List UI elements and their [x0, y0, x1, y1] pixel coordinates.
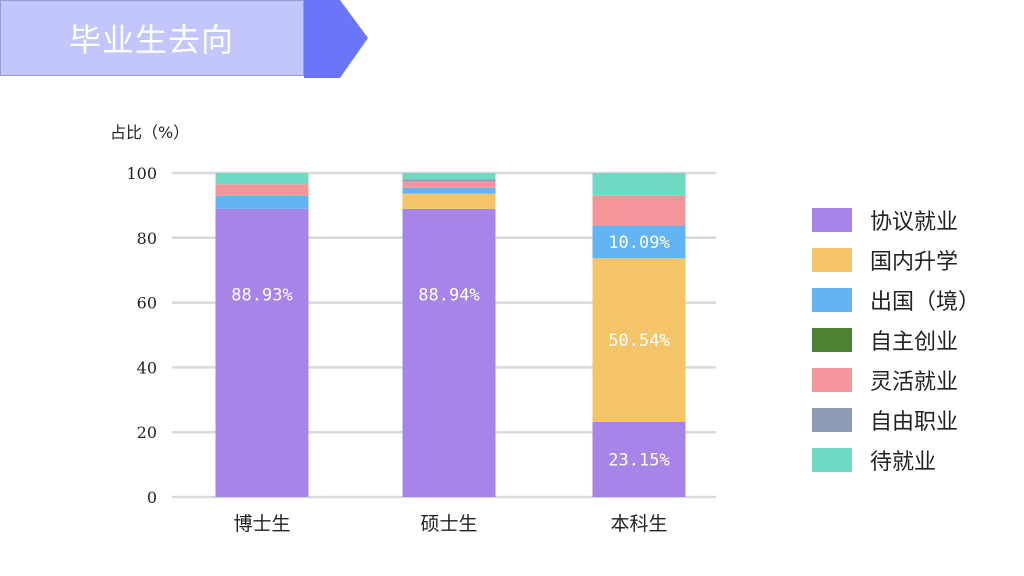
legend-swatch [812, 328, 852, 352]
title-arrow-tab [304, 0, 368, 78]
x-category-label: 硕士生 [420, 513, 477, 535]
legend-label: 协议就业 [870, 210, 959, 235]
data-label: 88.93% [231, 286, 292, 306]
legend-swatch [812, 368, 852, 392]
y-tick-label: 60 [137, 294, 157, 313]
y-axis-ticks: 0 20 40 60 80 100 [126, 164, 157, 507]
y-tick-label: 0 [147, 488, 157, 507]
x-category-label: 本科生 [610, 513, 667, 535]
legend-label: 自主创业 [870, 330, 959, 355]
bar-segment [592, 225, 686, 259]
legend-swatch [812, 408, 852, 432]
stacked-bar-chart: 0 20 40 60 80 100 占比（%） 88.93% 88.94% 23.15% 50.… [110, 123, 716, 535]
bar-segment [592, 258, 686, 422]
bar-segment [215, 208, 309, 497]
legend: 协议就业国内升学出国（境） 自主创业灵活就业自由职业待就业 [812, 200, 980, 480]
bar-segment [215, 184, 309, 196]
legend-item: 灵活就业 [812, 360, 980, 400]
legend-label: 灵活就业 [870, 370, 959, 395]
y-tick-label: 100 [126, 164, 157, 183]
bar-segment [402, 208, 496, 497]
y-tick-label: 80 [137, 229, 157, 248]
legend-item: 自主创业 [812, 320, 980, 360]
title-banner: 毕业生去向 [0, 0, 304, 76]
y-tick-label: 40 [137, 358, 157, 377]
legend-item: 出国（境） [812, 280, 980, 320]
bar-segment [402, 173, 496, 180]
data-label: 88.94% [418, 286, 479, 306]
bar-segment [592, 173, 686, 196]
bar-segment [592, 195, 686, 226]
bars [215, 173, 686, 497]
x-axis-categories: 博士生 硕士生 本科生 [233, 513, 667, 535]
data-label: 23.15% [608, 450, 669, 470]
legend-item: 待就业 [812, 440, 980, 480]
bar-segment [402, 181, 496, 188]
bar-segment [402, 179, 496, 182]
legend-label: 国内升学 [870, 250, 959, 275]
data-labels: 88.93% 88.94% 23.15% 50.54% 10.09% [231, 233, 669, 471]
x-category-label: 博士生 [233, 513, 290, 535]
data-label: 50.54% [608, 331, 669, 351]
legend-item: 协议就业 [812, 200, 980, 240]
legend-swatch [812, 208, 852, 232]
y-axis-label: 占比（%） [110, 123, 189, 142]
legend-label: 出国（境） [870, 290, 981, 315]
legend-swatch [812, 248, 852, 272]
legend-label: 待就业 [870, 450, 937, 475]
bar-segment [592, 421, 686, 497]
bar-segment [402, 193, 496, 209]
legend-swatch [812, 448, 852, 472]
legend-item: 自由职业 [812, 400, 980, 440]
bar-segment [215, 195, 309, 209]
legend-label: 自由职业 [870, 410, 959, 435]
page-title: 毕业生去向 [69, 21, 235, 59]
y-tick-label: 20 [137, 423, 157, 442]
legend-swatch [812, 288, 852, 312]
bar-segment [402, 187, 496, 194]
data-label: 10.09% [608, 233, 669, 253]
legend-item: 国内升学 [812, 240, 980, 280]
bar-segment [215, 173, 309, 185]
